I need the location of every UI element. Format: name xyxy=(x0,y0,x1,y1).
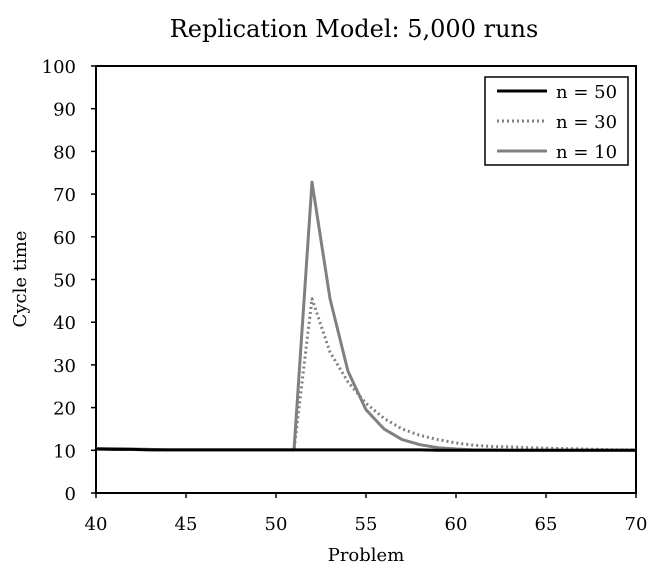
legend-label-n-30: n = 30 xyxy=(556,112,617,133)
legend-label-n-10: n = 10 xyxy=(556,142,617,163)
x-tick-label: 50 xyxy=(265,514,288,535)
x-tick-label: 40 xyxy=(85,514,108,535)
series-line-n-10 xyxy=(96,180,636,452)
y-tick-label: 70 xyxy=(53,185,76,206)
y-tick-label: 0 xyxy=(65,484,76,505)
series-line-n-50 xyxy=(95,447,636,452)
y-tick-label: 50 xyxy=(53,271,76,292)
axis-ticks: 0 10 20 30 40 50 60 70 80 90 100 40 45 50 55 60 65 70 xyxy=(42,57,648,535)
legend: n = 50 n = 30 n = 10 xyxy=(484,76,629,166)
x-tick-label: 60 xyxy=(445,514,468,535)
y-tick-label: 30 xyxy=(53,356,76,377)
series-line-n-30 xyxy=(95,297,636,452)
y-tick-label: 90 xyxy=(53,100,76,121)
y-axis-label: Cycle time xyxy=(10,231,31,328)
x-tick-label: 55 xyxy=(355,514,378,535)
x-tick-label: 70 xyxy=(625,514,648,535)
x-axis-label: Problem xyxy=(328,545,405,566)
series-layer xyxy=(95,180,636,452)
y-tick-label: 80 xyxy=(53,142,76,163)
legend-label-n-50: n = 50 xyxy=(556,82,617,103)
y-tick-label: 100 xyxy=(42,57,76,78)
y-tick-label: 10 xyxy=(53,441,76,462)
y-tick-label: 40 xyxy=(53,313,76,334)
x-tick-label: 65 xyxy=(535,514,558,535)
y-tick-label: 60 xyxy=(53,228,76,249)
chart-title: Replication Model: 5,000 runs xyxy=(170,15,539,43)
x-tick-label: 45 xyxy=(175,514,198,535)
y-tick-label: 20 xyxy=(53,399,76,420)
